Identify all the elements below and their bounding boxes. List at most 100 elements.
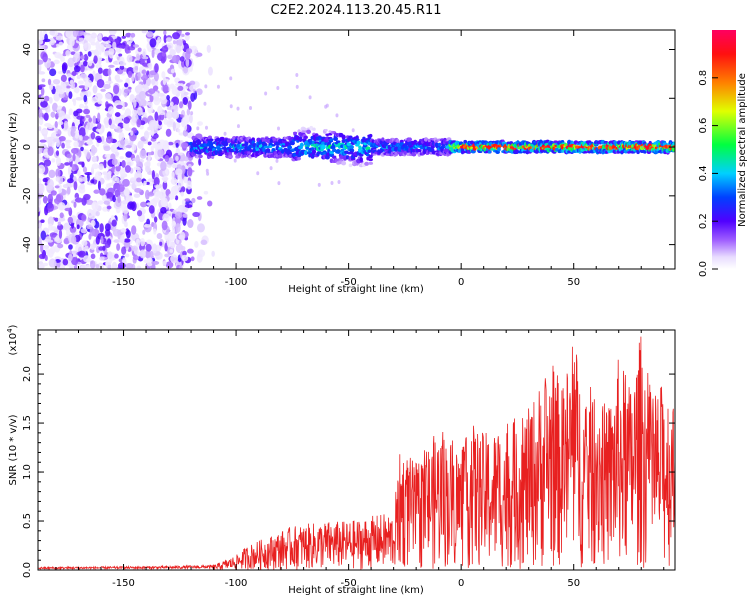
spectrogram-cell (90, 179, 95, 184)
spectrogram-cell (114, 151, 120, 156)
spectrogram-cell (368, 133, 373, 138)
top-x-axis: -150 -100 -50 0 50 (55, 30, 665, 288)
spectrogram-cell (333, 136, 339, 142)
spectrogram-cell (106, 205, 112, 210)
spectrogram-cell (341, 160, 347, 166)
spectrogram-cell (81, 240, 88, 246)
spectrogram-cell (55, 156, 62, 167)
spectrogram-cell (97, 112, 101, 123)
spectrogram-cell (166, 42, 174, 51)
spectrogram-cell (92, 85, 98, 94)
spectrogram-cell (368, 161, 374, 165)
spectrogram-cell (58, 229, 63, 239)
spectrogram-cell (61, 142, 65, 149)
spectrogram-cell (116, 79, 123, 83)
colorbar-label: Normalized spectral amplitude (737, 73, 748, 227)
spectrogram-cell (141, 30, 147, 34)
spectrogram-cell (108, 118, 112, 126)
spectrogram-cell (121, 246, 127, 255)
spectrogram-cell (90, 32, 97, 39)
spectrogram-cell (38, 145, 43, 154)
bottom-x-tick-label: 50 (567, 578, 580, 589)
spectrogram-cell (125, 144, 132, 149)
spectrogram-cell (314, 141, 320, 145)
spectrogram-cell (138, 58, 145, 65)
spectrogram-cell (38, 253, 46, 260)
spectrogram-cell (65, 50, 71, 57)
spectrogram-cell (178, 132, 185, 136)
spectrogram-cell (74, 133, 79, 139)
spectrogram-cell (200, 239, 208, 246)
spectrogram-cell (149, 250, 154, 259)
bottom-y-tick-label: 1.0 (22, 464, 33, 480)
spectrogram-cell (77, 178, 83, 182)
spectrogram-cell (52, 138, 60, 143)
spectrogram-cell (123, 238, 131, 243)
top-y-tick-label: 0 (22, 144, 33, 150)
spectrogram-cell (170, 179, 178, 183)
spectrogram-cell (348, 135, 353, 139)
spectrogram-cell (153, 228, 157, 235)
spectrogram-cell (303, 150, 308, 156)
spectrogram-cell (167, 141, 174, 146)
spectrogram-cell (85, 114, 91, 118)
spectrogram-cell (64, 139, 72, 143)
bottom-x-tick-label: -100 (225, 578, 248, 589)
scale-exponent: 4 (6, 328, 14, 333)
spectrogram-cell (172, 40, 177, 45)
spectrogram-cell (152, 196, 160, 203)
spectrogram-cell (463, 139, 468, 144)
spectrogram-cell (335, 113, 339, 118)
spectrogram-cell (67, 57, 75, 68)
spectrogram-cell (269, 166, 273, 171)
spectrogram-cell (105, 183, 111, 189)
spectrogram-cell (124, 127, 132, 132)
spectrogram-cell (324, 128, 328, 132)
spectrogram-cell (89, 260, 96, 269)
spectrogram-cell (160, 206, 167, 214)
spectrogram-cell (108, 48, 115, 55)
spectrogram-cell (80, 264, 88, 269)
spectrogram-cell (336, 149, 341, 155)
spectrogram-cell (197, 121, 204, 126)
snr-frame (37, 329, 676, 571)
spectrogram-cell (190, 45, 198, 55)
spectrogram-cell (156, 233, 163, 240)
spectrogram-cell (97, 262, 104, 269)
snr-series-line (38, 336, 675, 570)
spectrogram-cell (172, 209, 177, 214)
spectrogram-cell (153, 176, 160, 186)
spectrogram-cell (90, 219, 96, 227)
spectrogram-cell (166, 237, 172, 248)
spectrogram-cell (38, 59, 44, 65)
spectrogram-cell (76, 75, 81, 80)
spectrogram-cell (72, 153, 76, 162)
spectrogram-cell (98, 163, 104, 170)
spectrogram-cell (80, 64, 85, 73)
spectrogram-cell (147, 141, 152, 146)
spectrogram-cell (76, 115, 85, 120)
spectrogram-cell (38, 164, 46, 174)
spectrogram-cell (86, 151, 91, 160)
spectrogram-cell (83, 108, 91, 115)
spectrogram-cell (66, 153, 72, 159)
spectrogram-cell (47, 216, 55, 227)
spectrogram-cell (194, 241, 199, 248)
spectrogram-cell (305, 146, 310, 150)
spectrogram-cell (65, 85, 71, 89)
spectrogram-cell (147, 151, 154, 156)
spectrogram-cell (317, 182, 321, 187)
spectrogram-cell (65, 30, 74, 39)
spectrogram-cell (148, 205, 155, 214)
spectrogram-cell (38, 236, 42, 247)
spectrogram-cell (249, 106, 253, 111)
spectrogram-cell (171, 171, 175, 180)
spectrogram-cell (70, 81, 76, 90)
spectrogram-cell (54, 256, 62, 260)
spectrogram-cell (38, 264, 45, 269)
spectrogram-cell (196, 223, 205, 233)
spectrogram-cell (73, 201, 77, 208)
spectrogram-cell (335, 140, 341, 144)
spectrogram-cell (58, 135, 66, 142)
spectrogram-cell (271, 148, 276, 151)
